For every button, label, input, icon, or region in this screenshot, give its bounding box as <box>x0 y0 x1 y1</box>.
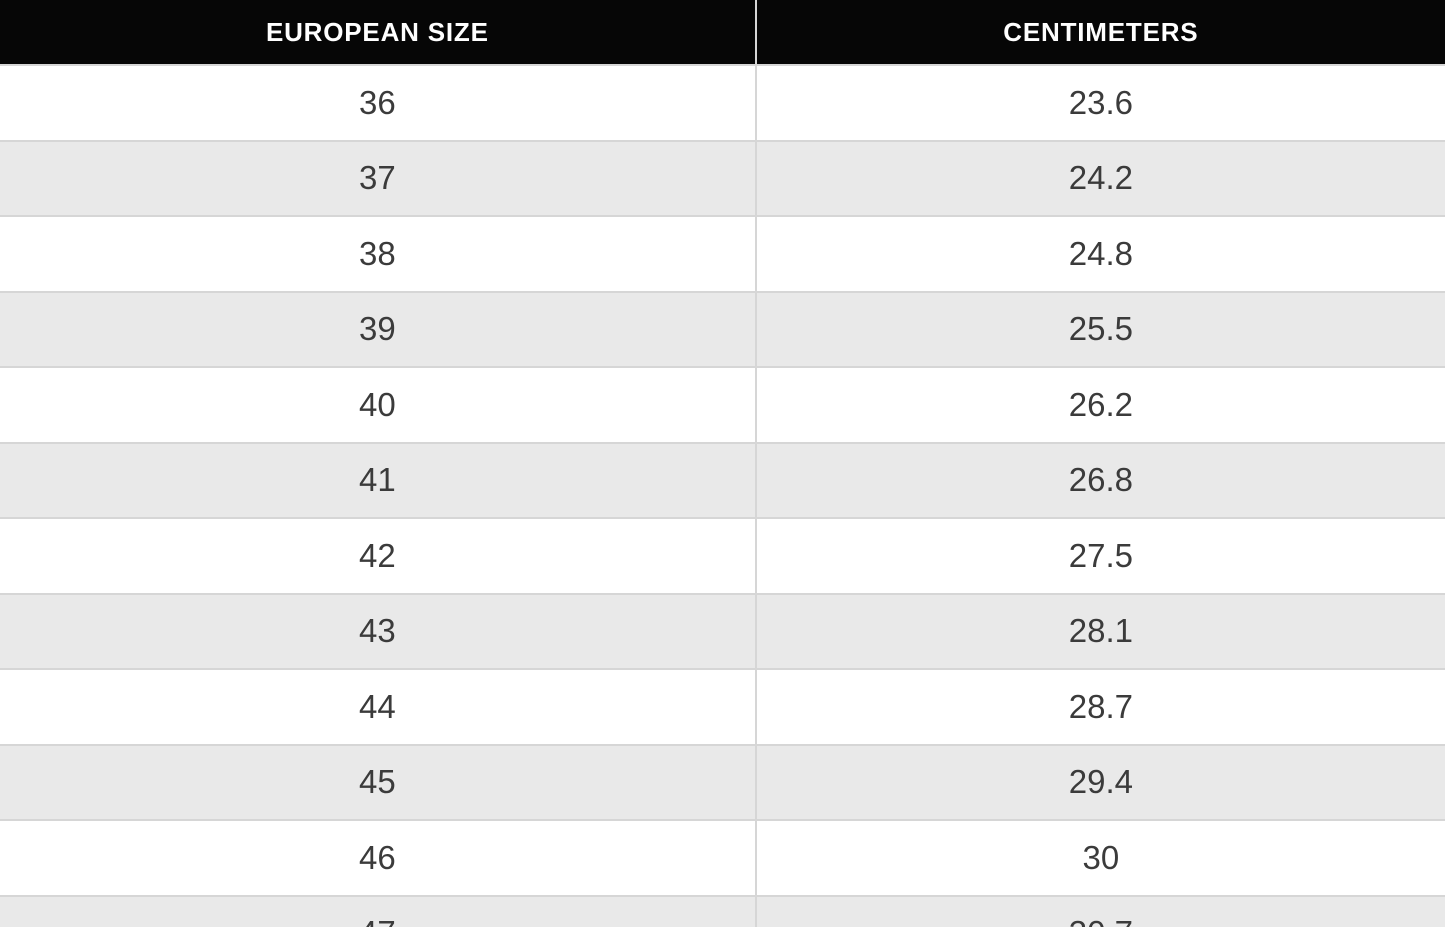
cm-value-cell: 26.2 <box>754 366 1445 443</box>
cm-value-cell: 30.7 <box>754 894 1445 927</box>
cm-value-cell: 24.8 <box>754 215 1445 292</box>
eu-size-cell: 40 <box>0 366 756 443</box>
eu-size-cell: 45 <box>0 743 756 820</box>
eu-size-cell: 38 <box>0 215 756 292</box>
table-row: 43 28.1 <box>0 592 1445 669</box>
eu-size-cell: 44 <box>0 668 756 745</box>
table-row: 40 26.2 <box>0 366 1445 443</box>
cm-value-cell: 25.5 <box>754 290 1445 367</box>
table-row: 42 27.5 <box>0 517 1445 594</box>
table-header: EUROPEAN SIZE CENTIMETERS <box>0 0 1445 66</box>
eu-size-cell: 37 <box>0 139 756 216</box>
cm-value-cell: 24.2 <box>754 139 1445 216</box>
cm-value-cell: 28.1 <box>754 592 1445 669</box>
table-row: 47 30.7 <box>0 894 1445 927</box>
eu-size-cell: 46 <box>0 819 756 896</box>
cm-value-cell: 23.6 <box>754 65 1445 141</box>
table-row: 37 24.2 <box>0 139 1445 216</box>
table-row: 36 23.6 <box>0 65 1445 141</box>
column-header-centimeters: CENTIMETERS <box>754 0 1445 66</box>
cm-value-cell: 29.4 <box>754 743 1445 820</box>
column-header-european-size: EUROPEAN SIZE <box>0 0 756 66</box>
eu-size-cell: 41 <box>0 441 756 518</box>
table-row: 45 29.4 <box>0 743 1445 820</box>
table-row: 41 26.8 <box>0 441 1445 518</box>
eu-size-cell: 47 <box>0 894 756 927</box>
table-row: 38 24.8 <box>0 215 1445 292</box>
eu-size-cell: 42 <box>0 517 756 594</box>
eu-size-cell: 43 <box>0 592 756 669</box>
eu-size-cell: 39 <box>0 290 756 367</box>
table-row: 44 28.7 <box>0 668 1445 745</box>
cm-value-cell: 30 <box>754 819 1445 896</box>
cm-value-cell: 27.5 <box>754 517 1445 594</box>
eu-size-cell: 36 <box>0 65 756 141</box>
table-row: 46 30 <box>0 819 1445 896</box>
cm-value-cell: 28.7 <box>754 668 1445 745</box>
cm-value-cell: 26.8 <box>754 441 1445 518</box>
table-body: 36 23.6 37 24.2 38 24.8 39 25.5 40 26.2 … <box>0 65 1445 927</box>
table-row: 39 25.5 <box>0 290 1445 367</box>
header-row: EUROPEAN SIZE CENTIMETERS <box>0 0 1445 66</box>
